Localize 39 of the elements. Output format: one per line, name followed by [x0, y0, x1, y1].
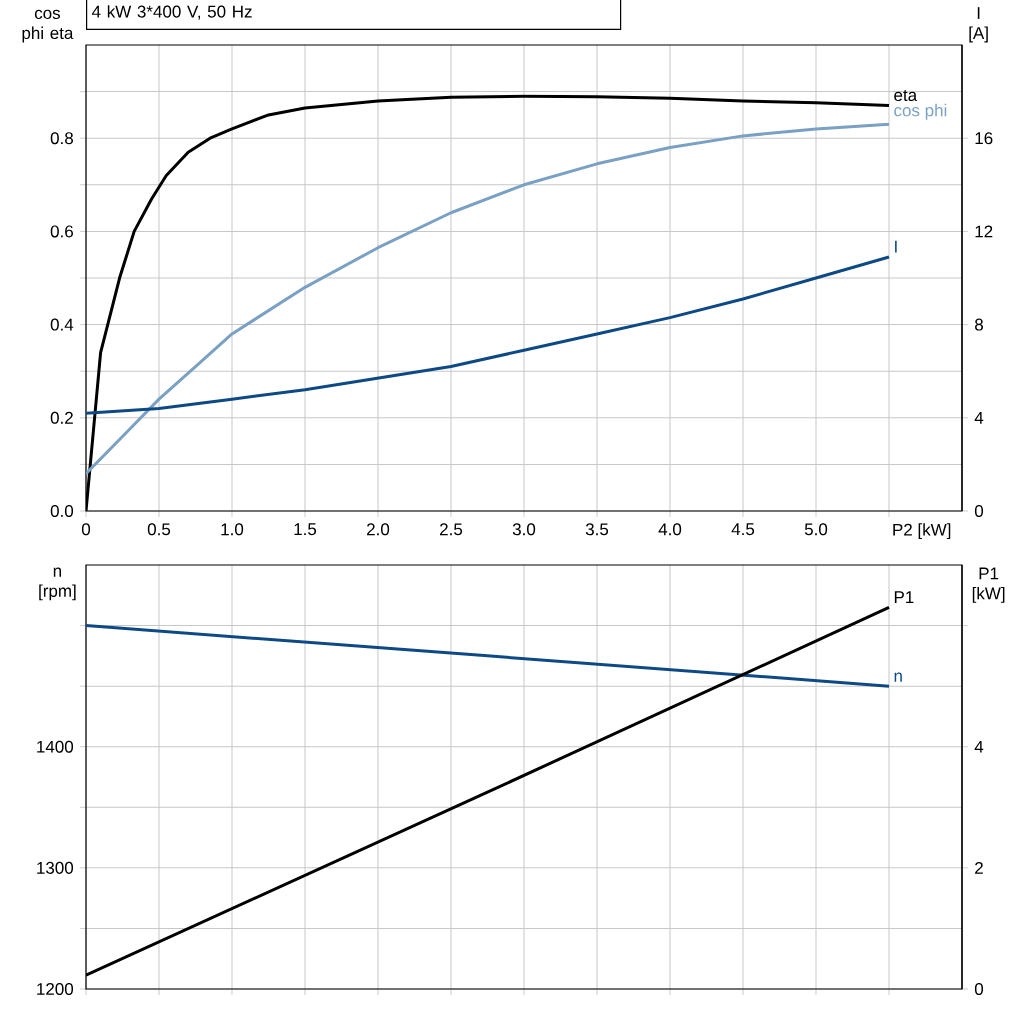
series-label: P1	[894, 591, 914, 603]
y2-tick-label: 0	[974, 983, 984, 996]
y2-tick-label: 16	[975, 132, 993, 145]
x-tick-label: 0.5	[147, 523, 171, 536]
x-axis-title: P2 [kW]	[893, 523, 951, 540]
x-tick-label: 2.0	[367, 523, 390, 536]
y-tick-label: 0.8	[50, 132, 73, 145]
x-tick-label: 4.0	[658, 523, 682, 536]
x-tick-label: 2.5	[440, 523, 463, 536]
x-tick-label: 4.5	[731, 523, 755, 536]
x-tick-label: 3.5	[585, 523, 609, 536]
y-tick-label: 1200	[37, 983, 74, 996]
y-tick-label: 0.6	[50, 225, 73, 238]
y2-axis-title: I [A]	[969, 7, 988, 43]
series-label: I	[895, 240, 897, 253]
series-label: eta	[894, 89, 918, 102]
y2-tick-label: 12	[975, 225, 993, 238]
chart-title: 4 kW 3*400 V, 50 Hz	[91, 5, 252, 20]
x-tick-label: 5.0	[804, 523, 828, 536]
y-tick-label: 1300	[37, 861, 74, 874]
y2-tick-label: 0	[974, 505, 984, 518]
y-axis-title: n [rpm]	[39, 567, 76, 601]
line-series	[86, 122, 891, 476]
y-tick-label: 0.2	[50, 411, 73, 424]
y2-tick-label: 4	[974, 740, 984, 753]
x-tick-label: 3.0	[512, 523, 536, 536]
y2-tick-label: 8	[975, 318, 983, 331]
series-label: cos phi	[894, 103, 947, 120]
y2-tick-label: 4	[974, 411, 984, 424]
x-tick-label: 1.5	[294, 523, 317, 536]
y-tick-label: 1400	[37, 740, 74, 753]
y2-tick-label: 2	[975, 861, 983, 874]
y2-axis-title: P1 [kW]	[972, 567, 1005, 603]
x-tick-label: 1.0	[221, 523, 244, 536]
series-label: n	[894, 672, 902, 682]
y-axis-title: cos phi eta	[22, 9, 74, 43]
y-tick-label: 0.4	[50, 318, 74, 331]
y-tick-label: 0.0	[50, 505, 74, 518]
x-tick-label: 0	[81, 523, 91, 536]
